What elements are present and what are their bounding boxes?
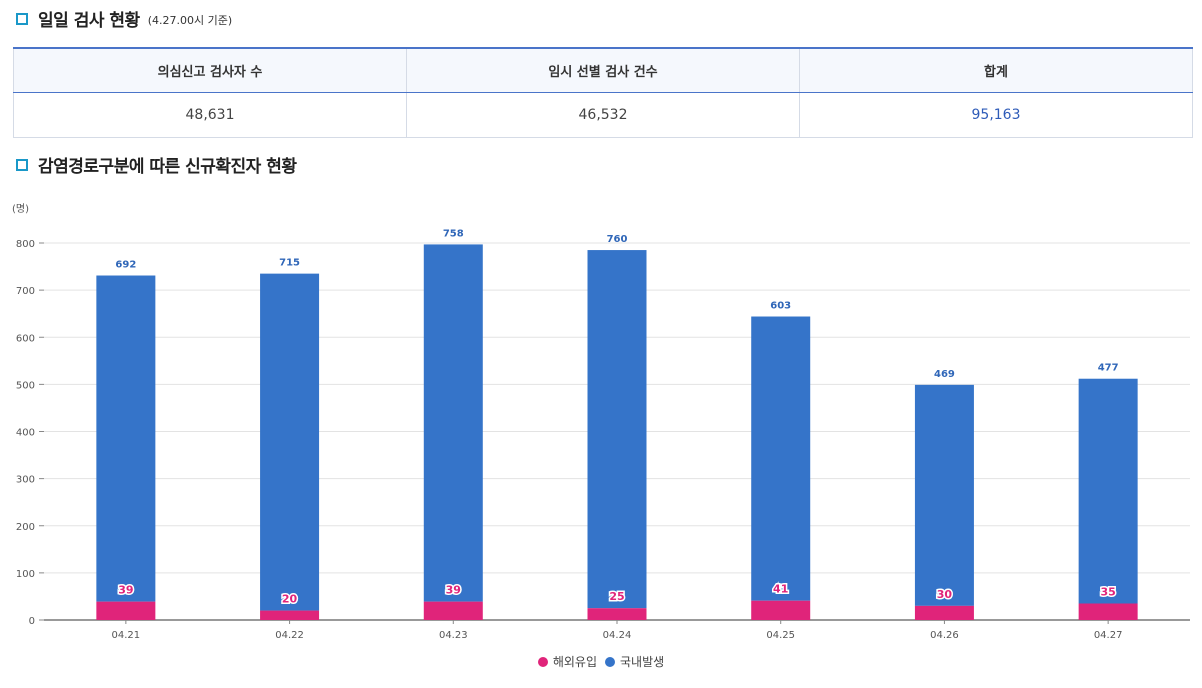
data-label-domestic: 692: [115, 260, 136, 271]
bar-overseas: [1078, 603, 1138, 620]
y-tick-label: 200: [16, 522, 35, 533]
legend-item-domestic[interactable]: 국내발생: [605, 653, 664, 670]
legend-label-domestic: 국내발생: [620, 655, 665, 669]
x-tick-label: 04.21: [112, 630, 141, 640]
data-label-domestic: 469: [934, 369, 955, 380]
daily-test-title: 일일 검사 현황: [38, 11, 140, 31]
legend-dot-domestic: [605, 656, 615, 667]
bar-overseas: [587, 608, 647, 620]
header-total: 합계: [799, 47, 1193, 93]
y-tick-label: 100: [16, 569, 35, 580]
y-tick-label: 800: [16, 239, 35, 250]
value-suspected-tests: 48,631: [13, 92, 407, 138]
square-bullet-icon: [16, 158, 28, 171]
legend-dot-overseas: [537, 656, 548, 667]
new-cases-title: 감염경로구분에 따른 신규확진자 현황: [38, 157, 297, 177]
x-tick-label: 04.23: [439, 630, 468, 640]
data-label-overseas: 39: [118, 584, 133, 597]
data-label-domestic: 760: [607, 234, 628, 245]
data-label-domestic: 477: [1098, 363, 1119, 374]
bar-overseas: [751, 600, 811, 620]
data-label-domestic: 603: [770, 301, 791, 312]
bar-domestic: [1078, 378, 1138, 604]
y-tick-label: 500: [16, 380, 35, 391]
value-total: 95,163: [799, 92, 1193, 138]
table-row: 48,631 46,532 95,163: [13, 92, 1193, 138]
data-label-overseas: 39: [446, 584, 461, 597]
data-label-overseas: 41: [773, 583, 788, 596]
bar-overseas: [423, 601, 483, 620]
bar-overseas: [260, 610, 320, 620]
stacked-bar-chart: (명) 0 100 200 300 400 500 600 700 800 692 39 04.21 71…: [12, 203, 1190, 640]
square-bullet-icon: [16, 12, 28, 25]
daily-test-table: 의심신고 검사자 수 임시 선별 검사 건수 합계 48,631 46,532 …: [13, 47, 1193, 138]
chart-legend: 해외유입 국내발생: [0, 653, 1202, 670]
data-label-overseas: 35: [1100, 586, 1115, 599]
bar-overseas: [914, 605, 974, 620]
bar-overseas: [96, 601, 156, 620]
x-tick-label: 04.26: [930, 630, 959, 640]
daily-test-section-title: 일일 검사 현황 (4.27.00시 기준): [16, 6, 232, 31]
bar-domestic: [423, 244, 483, 602]
x-tick-label: 04.25: [766, 630, 795, 640]
y-tick-label: 400: [16, 428, 35, 439]
y-tick-label: 300: [16, 475, 35, 486]
legend-item-overseas[interactable]: 해외유입: [537, 653, 597, 670]
data-label-domestic: 758: [443, 228, 464, 239]
x-tick-label: 04.24: [603, 630, 632, 640]
y-tick-label: 700: [16, 286, 35, 297]
bar-domestic: [96, 275, 156, 602]
y-axis-unit-label: (명): [12, 203, 29, 215]
data-label-overseas: 20: [282, 593, 298, 606]
bar-domestic: [751, 316, 811, 601]
data-label-overseas: 30: [937, 588, 953, 601]
x-tick-label: 04.22: [275, 630, 304, 640]
daily-test-subtitle: (4.27.00시 기준): [147, 14, 233, 27]
bar-domestic: [587, 250, 647, 609]
x-tick-label: 04.27: [1094, 630, 1123, 640]
data-label-overseas: 25: [609, 590, 624, 603]
value-temporary-screening: 46,532: [406, 92, 800, 138]
data-label-domestic: 715: [279, 258, 300, 269]
bar-domestic: [260, 273, 320, 611]
y-tick-label: 600: [16, 333, 35, 344]
table-header-row: 의심신고 검사자 수 임시 선별 검사 건수 합계: [13, 47, 1193, 93]
y-tick-label: 0: [29, 616, 35, 627]
header-temporary-screening: 임시 선별 검사 건수: [406, 47, 800, 93]
new-cases-section-title: 감염경로구분에 따른 신규확진자 현황: [16, 152, 297, 177]
legend-label-overseas: 해외유입: [552, 655, 597, 669]
header-suspected-tests: 의심신고 검사자 수: [13, 47, 407, 93]
bar-domestic: [914, 384, 974, 606]
